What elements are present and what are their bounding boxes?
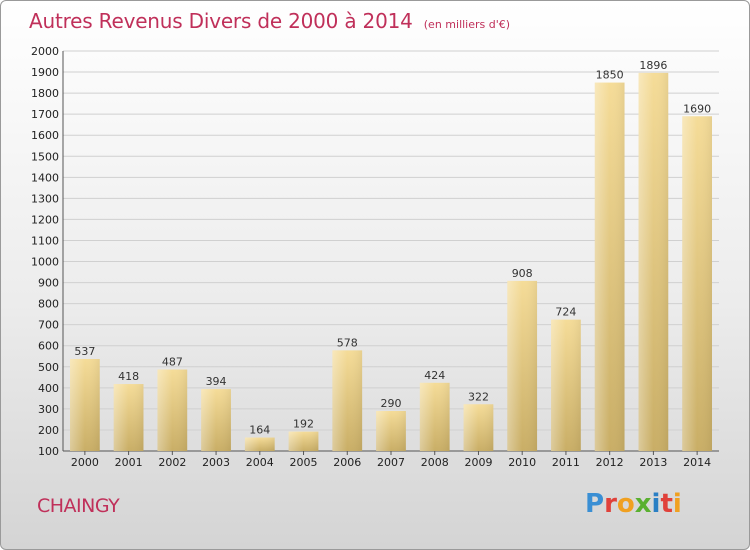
- chart-subtitle: (en milliers d'€): [423, 18, 511, 31]
- x-tick-label: 2008: [421, 456, 449, 469]
- x-tick-label: 2011: [552, 456, 580, 469]
- bar-highlight: [376, 411, 406, 451]
- y-tick-label: 600: [38, 340, 59, 353]
- y-tick-label: 1900: [31, 66, 59, 79]
- logo-letter: P: [585, 489, 605, 519]
- bar-highlight: [332, 350, 363, 451]
- x-tick-label: 2000: [71, 456, 99, 469]
- y-tick-label: 500: [38, 361, 59, 374]
- proxiti-logo[interactable]: Proxiti: [585, 489, 682, 519]
- logo-letter: o: [616, 489, 635, 519]
- x-tick-label: 2006: [333, 456, 361, 469]
- y-tick-label: 1800: [31, 87, 59, 100]
- y-tick-label: 1700: [31, 108, 59, 121]
- logo-letter: x: [634, 489, 652, 519]
- value-label-2006: 578: [337, 336, 358, 349]
- value-label-2007: 290: [381, 397, 402, 410]
- logo-letter: i: [672, 489, 682, 519]
- x-tick-label: 2003: [202, 456, 230, 469]
- bar-highlight: [419, 382, 450, 451]
- bar-highlight: [157, 369, 188, 451]
- logo-letter: t: [660, 489, 673, 519]
- y-tick-label: 300: [38, 403, 59, 416]
- value-label-2005: 192: [293, 418, 314, 431]
- bar-highlight: [551, 319, 581, 451]
- bar-highlight: [288, 431, 319, 451]
- bars-layer: [69, 72, 713, 452]
- bar-highlight: [244, 437, 275, 451]
- x-tick-label: 2002: [158, 456, 186, 469]
- value-label-2003: 394: [206, 375, 227, 388]
- x-tick-label: 2001: [115, 456, 143, 469]
- bar-highlight: [594, 82, 625, 451]
- x-tick-label: 2013: [639, 456, 667, 469]
- y-tick-label: 1600: [31, 129, 59, 142]
- y-tick-label: 100: [38, 445, 59, 458]
- bar-highlight: [201, 389, 231, 451]
- y-tick-label: 1100: [31, 234, 59, 247]
- logo-letter: r: [604, 489, 617, 519]
- title-row: Autres Revenus Divers de 2000 à 2014 (en…: [29, 9, 510, 33]
- value-label-2009: 322: [468, 390, 489, 403]
- y-tick-label: 2000: [31, 45, 59, 58]
- value-label-2002: 487: [162, 356, 183, 369]
- chart-title: Autres Revenus Divers de 2000 à 2014: [29, 9, 413, 33]
- value-labels: 537 418 487 394 164 192 578 290 424 322 908 724 1850…: [74, 59, 711, 437]
- y-tick-label: 900: [38, 277, 59, 290]
- y-tick-label: 800: [38, 298, 59, 311]
- x-tick-label: 2007: [377, 456, 405, 469]
- x-tick-label: 2012: [596, 456, 624, 469]
- bar-highlight: [638, 72, 669, 451]
- y-tick-label: 1400: [31, 171, 59, 184]
- y-tick-label: 1500: [31, 150, 59, 163]
- y-tick-label: 700: [38, 319, 59, 332]
- bar-highlight: [113, 384, 144, 451]
- value-label-2013: 1896: [639, 59, 667, 72]
- x-tick-label: 2010: [508, 456, 536, 469]
- logo-letter: i: [651, 489, 661, 519]
- value-label-2014: 1690: [683, 102, 711, 115]
- bar-highlight: [682, 116, 713, 452]
- y-tick-label: 1300: [31, 192, 59, 205]
- bar-highlight: [463, 404, 494, 451]
- value-label-2011: 724: [555, 306, 576, 319]
- value-label-2000: 537: [74, 345, 95, 358]
- x-axis-ticks: 2000 2001 2002 2003 2004 2005 2006 2007 2008 2009…: [71, 451, 711, 469]
- value-label-2010: 908: [512, 267, 533, 280]
- y-tick-label: 400: [38, 382, 59, 395]
- value-label-2012: 1850: [596, 69, 624, 82]
- value-label-2004: 164: [249, 424, 270, 437]
- y-axis-ticks: 100 200 300 400 500 600 700 800 900 1000 1100 1200 1…: [31, 45, 59, 458]
- commune-name: CHAINGY: [37, 495, 120, 517]
- x-tick-label: 2005: [290, 456, 318, 469]
- y-tick-label: 200: [38, 424, 59, 437]
- value-label-2008: 424: [424, 369, 445, 382]
- y-tick-label: 1000: [31, 256, 59, 269]
- x-tick-label: 2004: [246, 456, 274, 469]
- value-label-2001: 418: [118, 370, 139, 383]
- x-tick-label: 2014: [683, 456, 711, 469]
- y-tick-label: 1200: [31, 213, 59, 226]
- bar-highlight: [507, 280, 538, 451]
- x-tick-label: 2009: [464, 456, 492, 469]
- bar-highlight: [69, 359, 100, 451]
